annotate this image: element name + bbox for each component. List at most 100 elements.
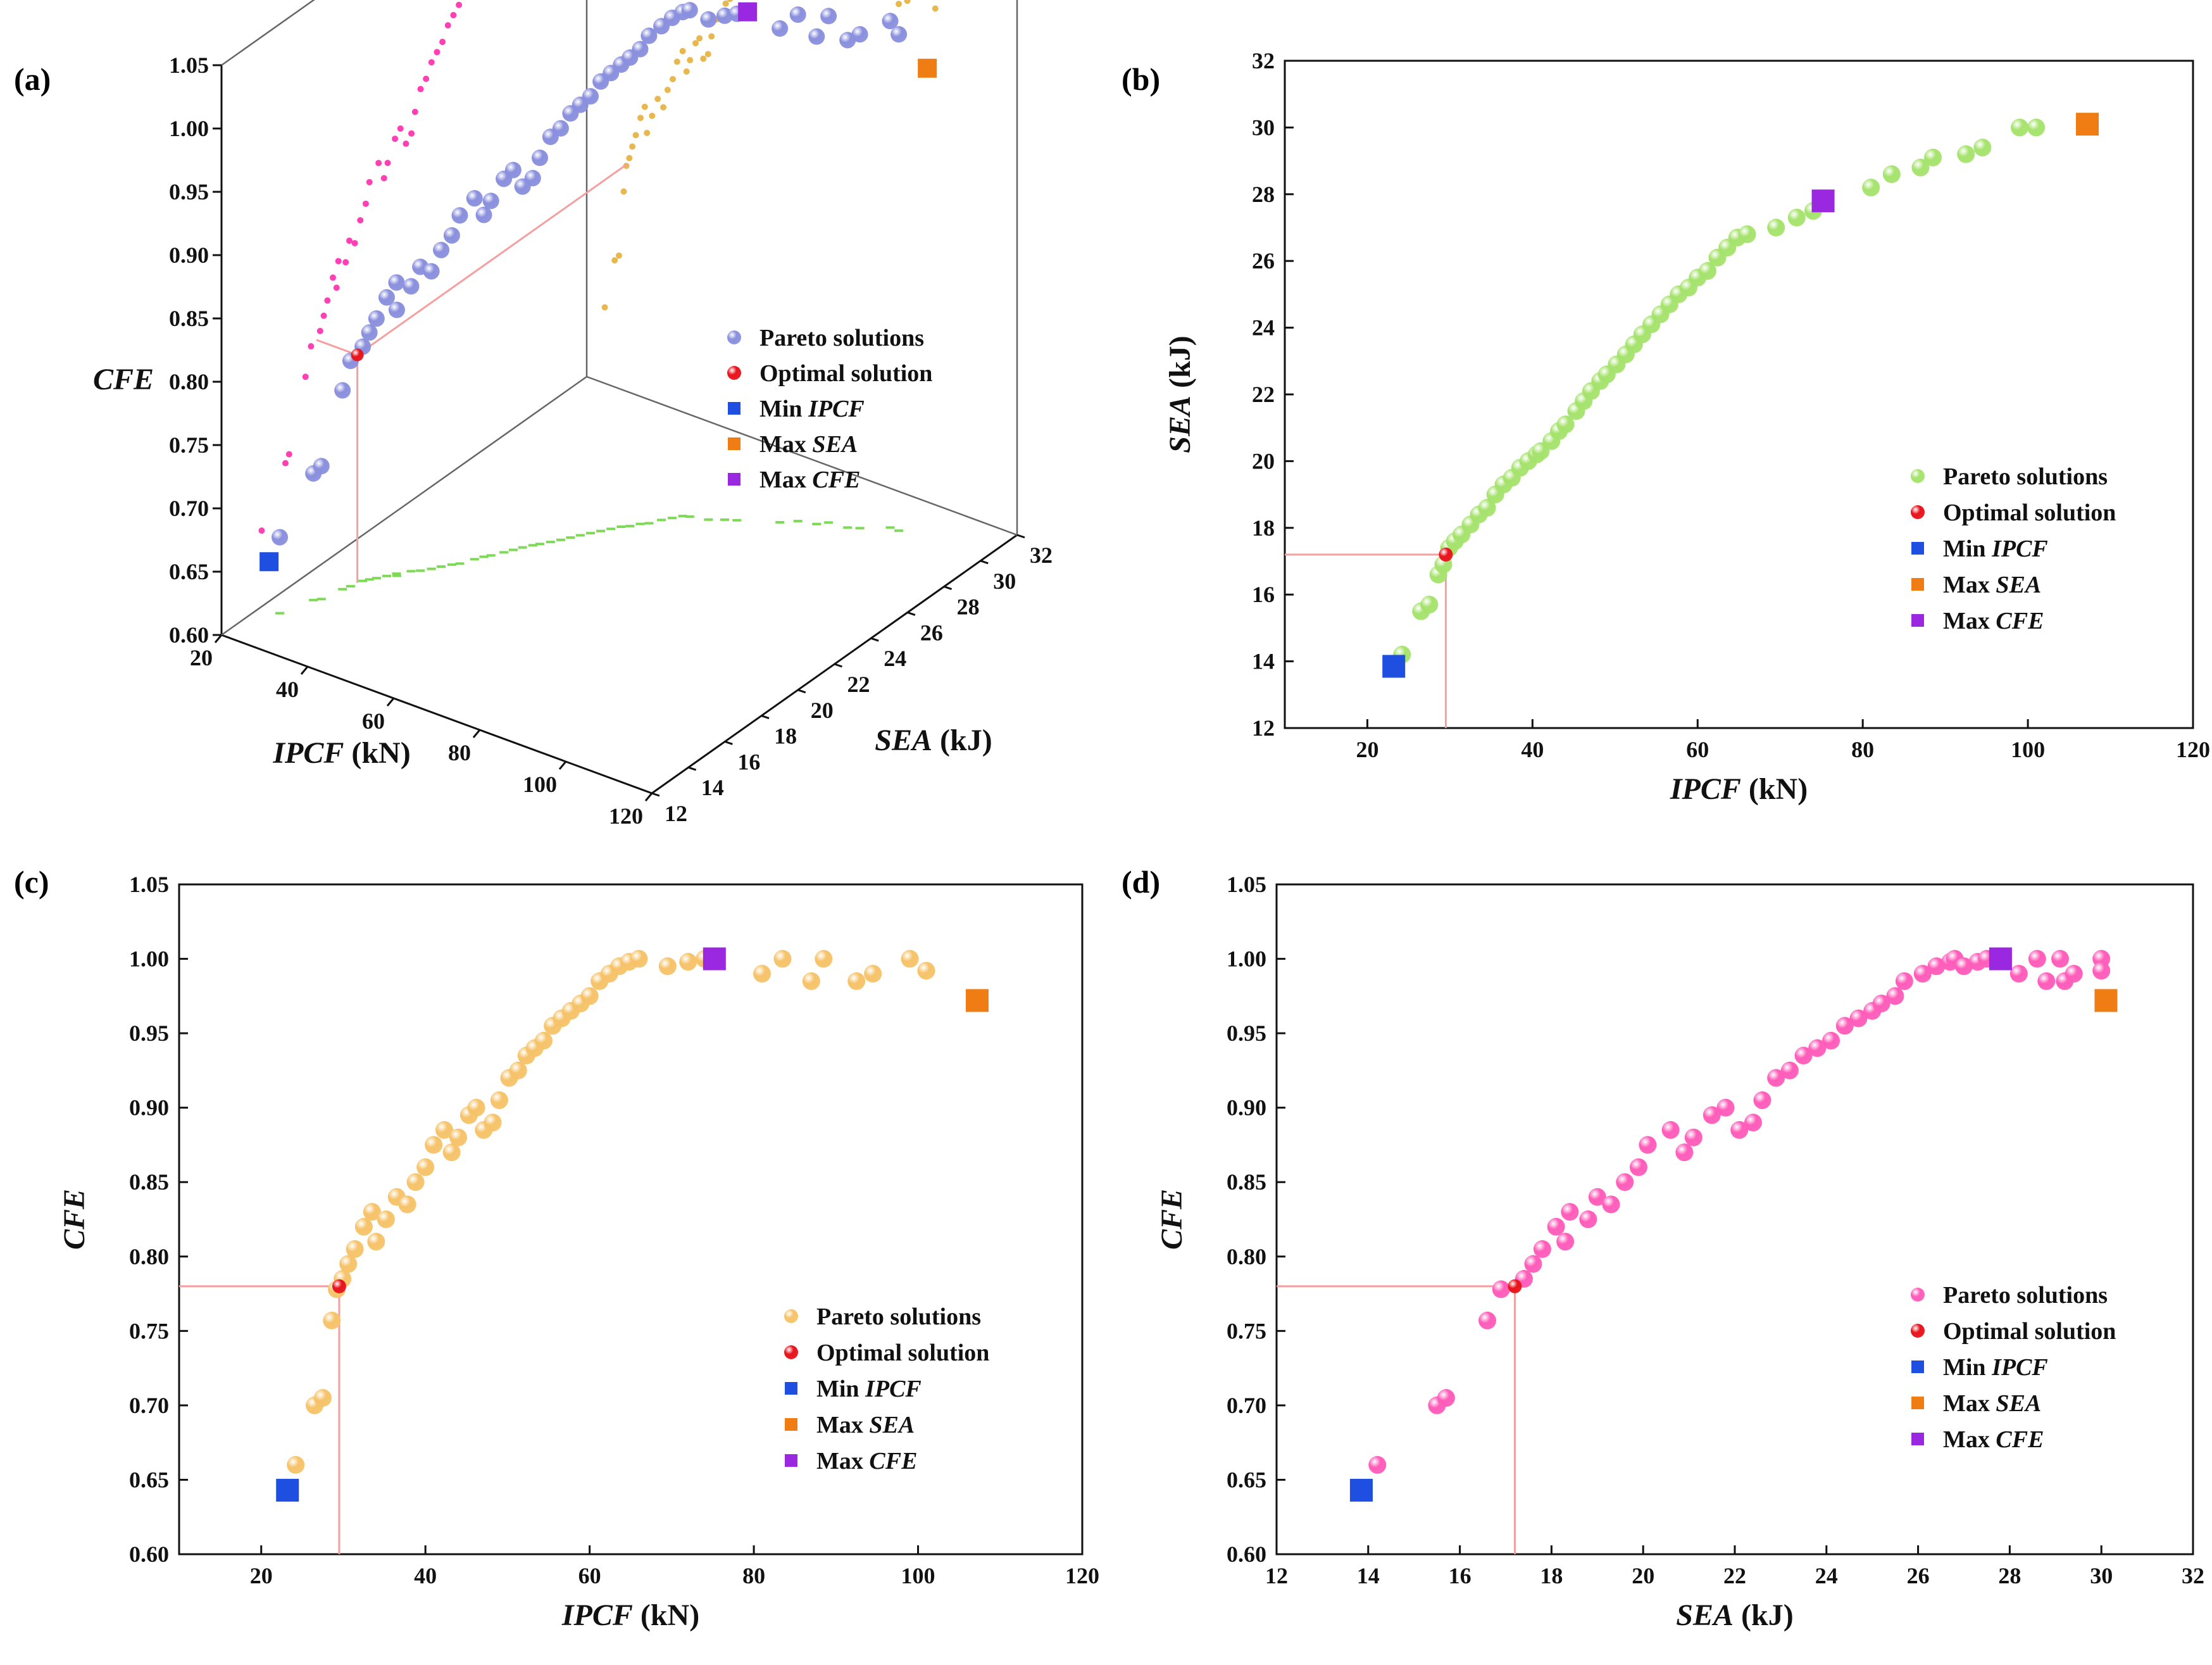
x-tick-label: 16 (1449, 1563, 1472, 1588)
pareto-point (2011, 118, 2029, 137)
legend-max-cfe-label: Max CFE (816, 1448, 917, 1474)
x-tick-label: 14 (1357, 1563, 1380, 1588)
projection-ipcf-cfe-point (896, 1, 902, 8)
y-tick-label: 0.90 (129, 1095, 169, 1121)
y-tick-label: 22 (847, 672, 870, 697)
pareto-point (354, 1217, 373, 1236)
panel-c: 20 40 60 80 100 120 0.60 0.65 0.70 0.75 0.80 0.85 0.… (58, 872, 1099, 1632)
y-tick-label: 0.60 (1227, 1542, 1266, 1567)
projection-ipcf-sea-point (775, 521, 785, 524)
projection-ipcf-sea-point (596, 529, 606, 532)
pareto-point (1780, 1061, 1799, 1079)
projection-ipcf-cfe-point (904, 0, 911, 4)
pareto-point (346, 1240, 364, 1259)
legend-optimal-marker (727, 366, 741, 380)
pareto-point (1872, 995, 1890, 1013)
projection-sea-cfe-point (423, 75, 430, 82)
pareto-point (1478, 1311, 1497, 1329)
y-tick (797, 689, 806, 694)
pareto-point (1675, 1143, 1694, 1162)
projection-ipcf-sea-point (528, 544, 537, 547)
y-tick-label: 32 (1030, 543, 1053, 568)
projection-sea-cfe-point (366, 179, 373, 185)
pareto-point (433, 241, 450, 258)
pareto-point (1588, 1188, 1606, 1206)
projection-ipcf-cfe-point (637, 115, 644, 122)
projection-sea-cfe-point (439, 39, 446, 46)
panel-label-a: (a) (14, 61, 51, 97)
z-axis-title: CFE (93, 363, 154, 396)
projection-ipcf-cfe-point (670, 76, 676, 82)
pareto-point (2037, 972, 2056, 990)
x-tick-label: 100 (2011, 737, 2045, 762)
pareto-point (890, 26, 908, 43)
pareto-point (388, 301, 405, 318)
x-tick-label: 80 (1851, 737, 1874, 762)
projection-ipcf-cfe-point (700, 55, 707, 62)
projection-ipcf-cfe-point (696, 35, 703, 42)
legend-pareto-marker (727, 330, 741, 344)
y-tick-label: 26 (920, 620, 943, 645)
pareto-point (901, 950, 919, 968)
x-tick-label: 60 (578, 1563, 601, 1588)
pareto-point (2009, 965, 2028, 983)
projection-ipcf-cfe-point (649, 113, 656, 119)
projection-ipcf-sea-point (812, 522, 822, 525)
y-tick-label: 32 (1252, 48, 1275, 73)
x-tick-label: 32 (2182, 1563, 2204, 1588)
projection-sea-cfe-point (285, 451, 292, 458)
pareto-point (314, 1389, 332, 1407)
y-axis-title: CFE (1155, 1189, 1189, 1250)
pareto-point (917, 962, 935, 980)
pareto-point (681, 2, 698, 19)
pareto-point (658, 957, 677, 976)
pareto-point (323, 1311, 341, 1329)
pareto-point (403, 278, 420, 295)
pareto-point (1730, 1121, 1749, 1139)
pareto-point (2051, 950, 2070, 968)
pareto-point (632, 41, 649, 58)
x-axis-title: SEA (kJ) (1676, 1599, 1793, 1632)
plot-frame (178, 883, 1084, 1555)
pareto-point (1957, 145, 1975, 163)
projection-ipcf-sea-point (546, 541, 555, 544)
plot-frame (1275, 883, 2194, 1555)
pareto-point (1753, 1091, 1771, 1109)
projection-sea-cfe-point (434, 49, 441, 56)
pareto-point (1911, 158, 1930, 177)
z-tick-label: 0.80 (169, 369, 209, 394)
y-tick-label: 0.70 (129, 1393, 169, 1418)
z-tick-label: 1.00 (169, 116, 209, 141)
projection-ipcf-sea-point (616, 525, 626, 529)
pareto-point (847, 972, 866, 990)
x-tick-label: 60 (1686, 737, 1709, 762)
legend-max-cfe-label: Max CFE (1943, 1426, 2044, 1453)
pareto-point (1492, 1280, 1510, 1298)
pareto-point (1808, 1039, 1827, 1057)
projection-ipcf-sea-point (499, 551, 509, 554)
legend-min-ipcf-label: Min IPCF (1943, 1354, 2048, 1381)
y-tick-label: 0.75 (1227, 1318, 1266, 1343)
z-tick-label: 0.95 (169, 179, 209, 204)
legend: Pareto solutions Optimal solution Min IPCF… (727, 325, 932, 493)
y-tick (944, 586, 953, 591)
y-tick-label: 0.85 (129, 1169, 169, 1195)
legend-max-sea-marker (785, 1418, 797, 1431)
pareto-point (1437, 1389, 1455, 1407)
legend-min-ipcf-marker (785, 1382, 797, 1395)
pareto-point (839, 32, 856, 49)
projection-ipcf-sea-point (657, 518, 666, 522)
pareto-point (368, 310, 385, 327)
projection-sea-cfe-point (308, 343, 315, 350)
y-tick-label: 18 (1252, 515, 1275, 541)
pareto-point (630, 950, 648, 968)
projection-ipcf-sea-point (556, 538, 565, 541)
pareto-point (1862, 179, 1880, 197)
projection-ipcf-sea-point (479, 555, 489, 558)
pareto-point (802, 972, 820, 990)
pareto-point (1616, 1173, 1634, 1191)
projection-ipcf-sea-point (704, 518, 713, 521)
optimal-point (1439, 547, 1453, 562)
min-ipcf-point (276, 1478, 299, 1502)
legend-pareto-label: Pareto solutions (759, 325, 924, 351)
